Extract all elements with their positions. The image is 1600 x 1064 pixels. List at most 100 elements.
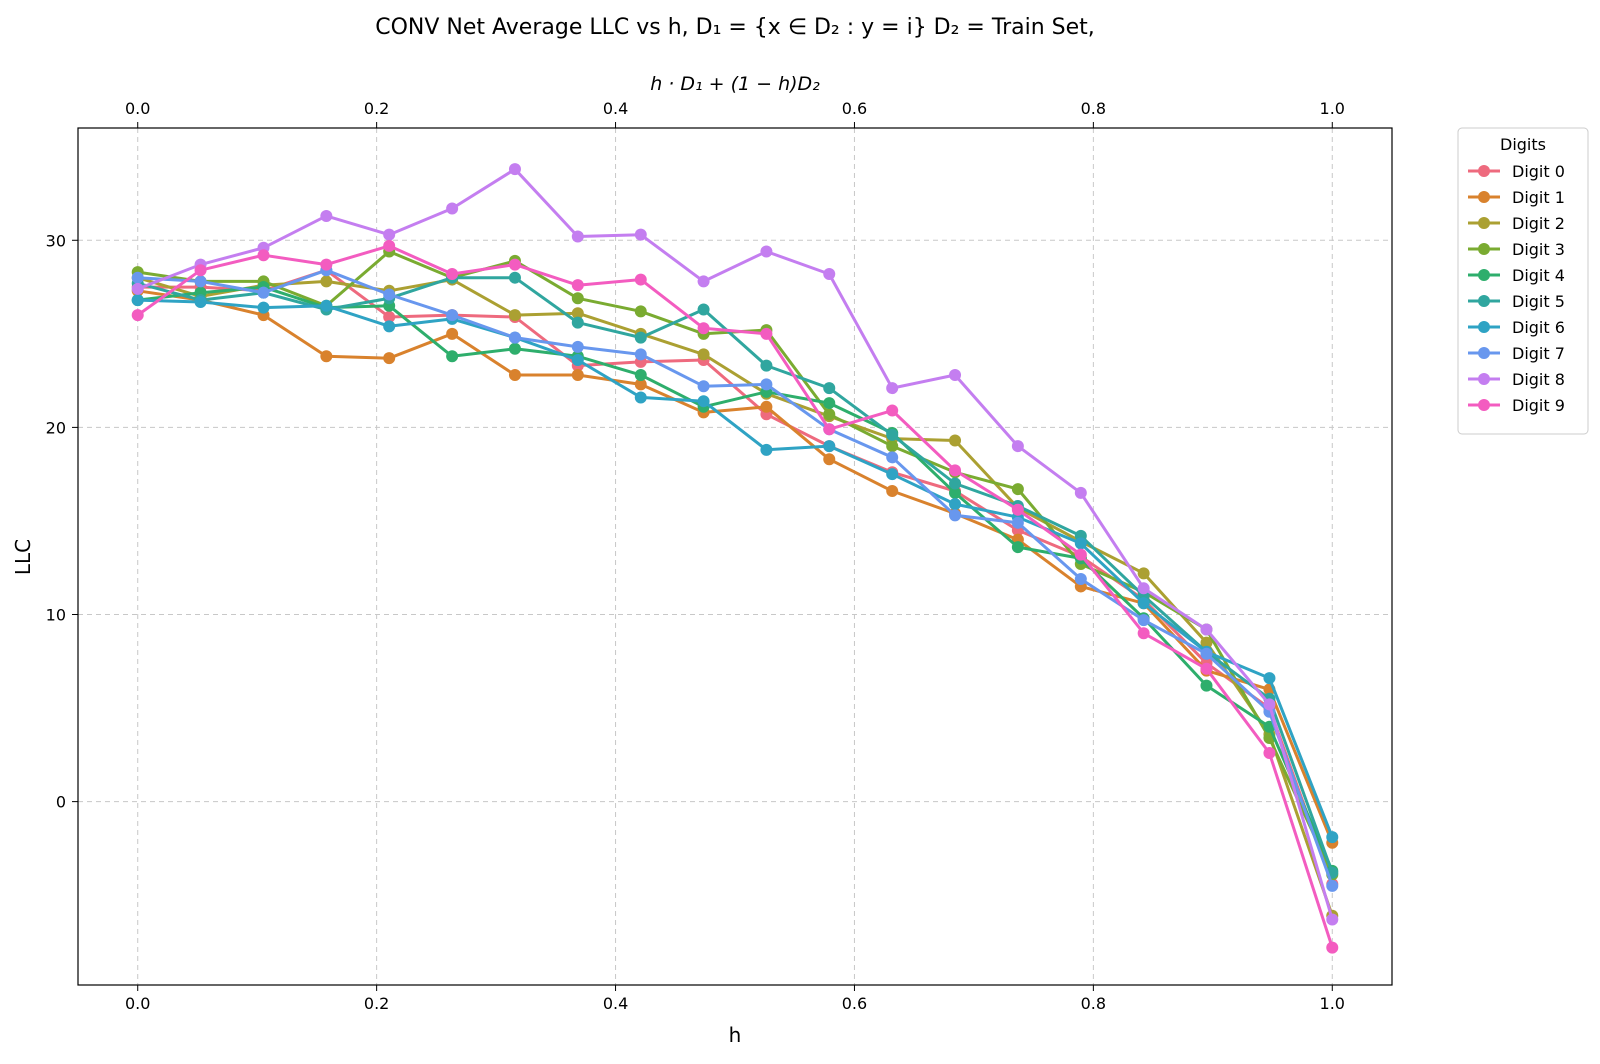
data-point [571,307,584,320]
data-point [1137,582,1150,595]
top-x-tick-label: 1.0 [1320,99,1345,118]
data-point [1137,627,1150,640]
legend-item: Digit 8 [1468,370,1565,389]
data-point [886,485,899,498]
legend-marker [1478,321,1490,333]
x-tick-label: 0.6 [842,994,867,1013]
data-point [1074,537,1087,550]
data-point [1200,662,1213,675]
legend-marker [1478,165,1490,177]
data-point [1074,548,1087,561]
series-line [137,289,1334,844]
data-point [760,400,773,413]
data-point [257,286,270,299]
data-point [1326,831,1339,844]
data-point [823,267,836,280]
data-point [823,423,836,436]
data-point [194,264,207,277]
data-point [886,428,899,441]
data-point [1011,516,1024,529]
data-point [760,359,773,372]
data-point [1011,541,1024,554]
data-point [320,350,333,363]
data-point [508,342,521,355]
axis-ticks: 0.0 0.0 0.2 0.2 0.4 0.4 0.6 0.6 0.8 0.8 1.0 1.0 0 10 2… [46,99,1345,1013]
chart-title: CONV Net Average LLC vs h, D₁ = {x ∈ D₂ … [375,15,1095,40]
legend-label: Digit 7 [1512,344,1565,363]
legend-label: Digit 6 [1512,318,1565,337]
y-axis-label: LLC [11,539,35,575]
x-tick-label: 0.4 [603,994,628,1013]
data-point [697,380,710,393]
data-point [697,395,710,408]
series-digit-9 [131,239,1339,954]
data-point [194,296,207,309]
legend-label: Digit 0 [1512,162,1565,181]
series-line [137,298,1334,838]
data-point [1011,503,1024,516]
data-point [320,258,333,271]
data-point [949,509,962,522]
data-point [697,303,710,316]
legend-marker [1478,243,1490,255]
top-x-tick-label: 0.6 [842,99,867,118]
data-point [383,239,396,252]
legend-label: Digit 1 [1512,188,1565,207]
data-point [949,434,962,447]
data-point [949,464,962,477]
data-point [634,368,647,381]
legend-marker [1478,399,1490,411]
data-point [508,258,521,271]
series-line [136,244,1334,949]
legend-frame [1457,127,1589,435]
data-point [1200,647,1213,660]
data-point [446,309,459,322]
data-point [1011,440,1024,453]
data-point [508,163,521,176]
data-point [1263,698,1276,711]
data-point [760,327,773,340]
data-point [634,273,647,286]
series-digit-3 [131,245,1339,881]
data-point [1137,614,1150,627]
legend: Digits Digit 0 Digit 1 Digit 2 Digit 3 Digit… [1457,127,1589,435]
legend-item: Digit 9 [1468,396,1565,415]
data-point [697,322,710,335]
data-point [131,271,144,284]
x-axis-label: h [729,1023,742,1047]
data-point [571,316,584,329]
data-point [886,382,899,395]
data-point [257,301,270,314]
top-x-tick-label: 0.8 [1081,99,1106,118]
data-point [697,348,710,361]
data-point [194,275,207,288]
series-line [137,268,1334,887]
data-point [823,408,836,421]
data-point [1137,567,1150,580]
plot-frame [77,127,1393,986]
data-point [383,288,396,301]
data-point [508,368,521,381]
top-x-tick-label: 0.0 [125,99,150,118]
legend-item: Digit 6 [1468,318,1565,337]
data-point [446,327,459,340]
legend-item: Digit 1 [1468,188,1565,207]
data-point [634,228,647,241]
data-point [320,299,333,312]
x-tick-label: 0.0 [125,994,150,1013]
data-point [508,309,521,322]
legend-marker [1478,269,1490,281]
data-point [634,378,647,391]
data-point [823,397,836,410]
data-point [823,440,836,453]
data-point [446,202,459,215]
data-point [760,245,773,258]
data-point [823,382,836,395]
data-point [383,320,396,333]
data-point [446,267,459,280]
data-point [1263,746,1276,759]
top-x-tick-label: 0.2 [364,99,389,118]
data-point [949,368,962,381]
